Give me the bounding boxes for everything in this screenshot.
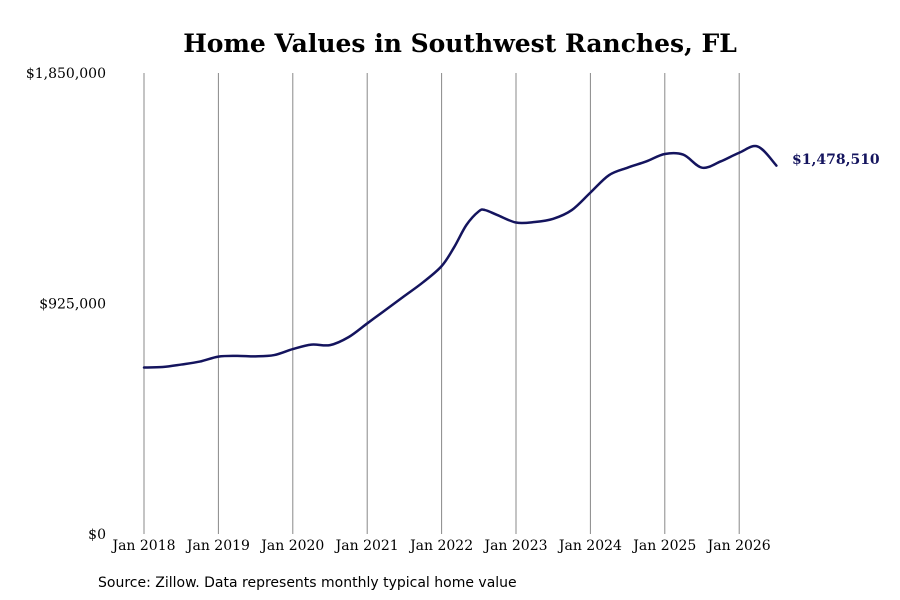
source-note: Source: Zillow. Data represents monthly … [98,575,517,591]
series-line [142,144,778,369]
y-tick-label: $925,000 [39,297,106,313]
y-tick-label: $0 [88,527,106,543]
end-value-label: $1,478,510 [792,152,880,168]
x-tick-label: Jan 2026 [706,538,771,554]
x-tick-label: Jan 2023 [482,538,547,554]
x-tick-label: Jan 2021 [334,538,399,554]
x-tick-label: Jan 2025 [631,538,696,554]
x-tick-label: Jan 2022 [408,538,473,554]
chart-title: Home Values in Southwest Ranches, FL [183,29,737,58]
x-tick-label: Jan 2018 [110,538,175,554]
gridlines [143,73,740,534]
x-tick-label: Jan 2020 [259,538,324,554]
series-line-group [142,144,778,369]
y-axis-ticks: $0 $925,000 $1,850,000 [26,66,106,543]
x-tick-label: Jan 2019 [185,538,250,554]
y-tick-label: $1,850,000 [26,66,106,82]
x-tick-label: Jan 2024 [557,538,622,554]
x-axis-ticks: Jan 2018 Jan 2019 Jan 2020 Jan 2021 Jan 2022… [110,538,770,554]
